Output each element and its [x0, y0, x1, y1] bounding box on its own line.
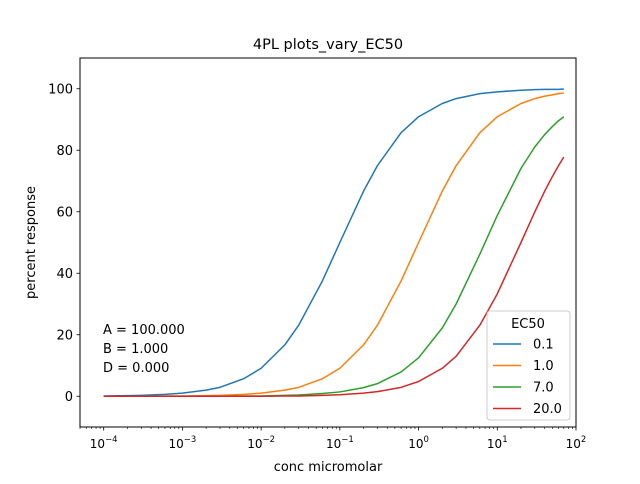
x-axis-label: conc micromolar [274, 460, 383, 475]
legend-label-1: 1.0 [533, 359, 554, 374]
y-axis: 0 20 40 60 80 100 [48, 82, 80, 405]
legend-entries: 0.1 1.0 7.0 20.0 [493, 338, 562, 417]
series-line-3 [103, 156, 565, 397]
x-tick-label-2: 10−2 [247, 435, 275, 451]
y-tick-label-5: 100 [48, 82, 73, 97]
series-line-0 [103, 88, 564, 397]
annotations: A = 100.000 B = 1.000 D = 0.000 [103, 323, 185, 376]
annotation-0: A = 100.000 [103, 323, 185, 338]
legend-label-3: 20.0 [533, 402, 562, 417]
legend-box [486, 310, 571, 421]
series-layer [103, 88, 565, 397]
x-tick-label-1: 10−3 [169, 435, 197, 451]
y-tick-label-4: 80 [56, 144, 73, 159]
chart-title: 4PL plots_vary_EC50 [253, 37, 403, 53]
x-tick-label-6: 102 [566, 435, 587, 451]
legend-title: EC50 [511, 317, 545, 332]
y-tick-label-3: 60 [56, 205, 73, 220]
annotation-1: B = 1.000 [103, 342, 168, 357]
x-axis: 10−4 10−3 10−2 10−1 100 101 102 [79, 427, 587, 451]
y-tick-label-1: 20 [56, 328, 73, 343]
legend-label-0: 0.1 [533, 338, 554, 353]
x-tick-label-0: 10−4 [90, 435, 118, 451]
y-tick-label-2: 40 [56, 267, 73, 282]
x-tick-label-5: 101 [487, 435, 508, 451]
x-tick-label-3: 10−1 [326, 435, 354, 451]
plot-frame [79, 57, 577, 428]
legend-label-2: 7.0 [533, 381, 554, 396]
annotation-2: D = 0.000 [103, 361, 169, 376]
y-axis-label: percent response [24, 186, 39, 299]
legend: EC50 0.1 1.0 7.0 20.0 [486, 310, 571, 421]
y-tick-label-0: 0 [65, 390, 73, 405]
x-tick-label-4: 100 [408, 435, 429, 451]
